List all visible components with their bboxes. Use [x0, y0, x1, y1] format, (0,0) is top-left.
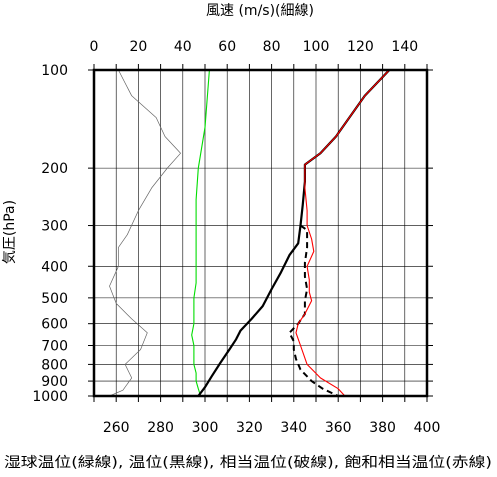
left-tick-label: 600	[41, 317, 68, 333]
top-tick-label: 120	[347, 39, 374, 55]
bottom-tick-label: 300	[192, 420, 219, 436]
bottom-tick-label: 400	[414, 420, 441, 436]
series-line-0	[109, 69, 181, 397]
top-tick-label: 20	[129, 39, 147, 55]
bottom-tick-label: 280	[147, 420, 174, 436]
left-tick-label: 1000	[32, 389, 68, 405]
series-line-1	[191, 69, 210, 397]
series-line-4	[295, 69, 390, 397]
labels: 0 20 40 60 80 100 120 140 260 280 300 320 340 360 380 4…	[32, 39, 440, 436]
bottom-tick-label: 320	[236, 420, 263, 436]
left-axis-title: 気圧(hPa)	[2, 200, 18, 264]
bottom-tick-label: 360	[325, 420, 352, 436]
series-layer	[109, 69, 391, 397]
top-axis-title: 風速 (m/s)(細線)	[206, 3, 314, 19]
frame	[88, 64, 433, 402]
top-tick-label: 140	[391, 39, 418, 55]
bottom-tick-label: 340	[280, 420, 307, 436]
bottom-tick-label: 260	[103, 420, 130, 436]
grid	[94, 69, 427, 397]
left-tick-label: 400	[41, 259, 68, 275]
top-tick-label: 0	[90, 39, 99, 55]
left-tick-label: 900	[41, 374, 68, 390]
left-tick-label: 500	[41, 291, 68, 307]
plot-frame	[92, 68, 429, 398]
top-tick-label: 80	[263, 39, 281, 55]
left-tick-label: 700	[41, 339, 68, 355]
left-tick-label: 800	[41, 357, 68, 373]
top-tick-label: 100	[303, 39, 330, 55]
bottom-axis-title: 湿球温位(緑線), 温位(黒線), 相当温位(破線), 飽和相当温位(赤線)	[4, 454, 492, 471]
top-tick-label: 60	[218, 39, 236, 55]
left-tick-label: 300	[41, 219, 68, 235]
left-tick-label: 100	[41, 63, 68, 79]
bottom-tick-label: 380	[369, 420, 396, 436]
top-tick-label: 40	[174, 39, 192, 55]
left-tick-label: 200	[41, 161, 68, 177]
